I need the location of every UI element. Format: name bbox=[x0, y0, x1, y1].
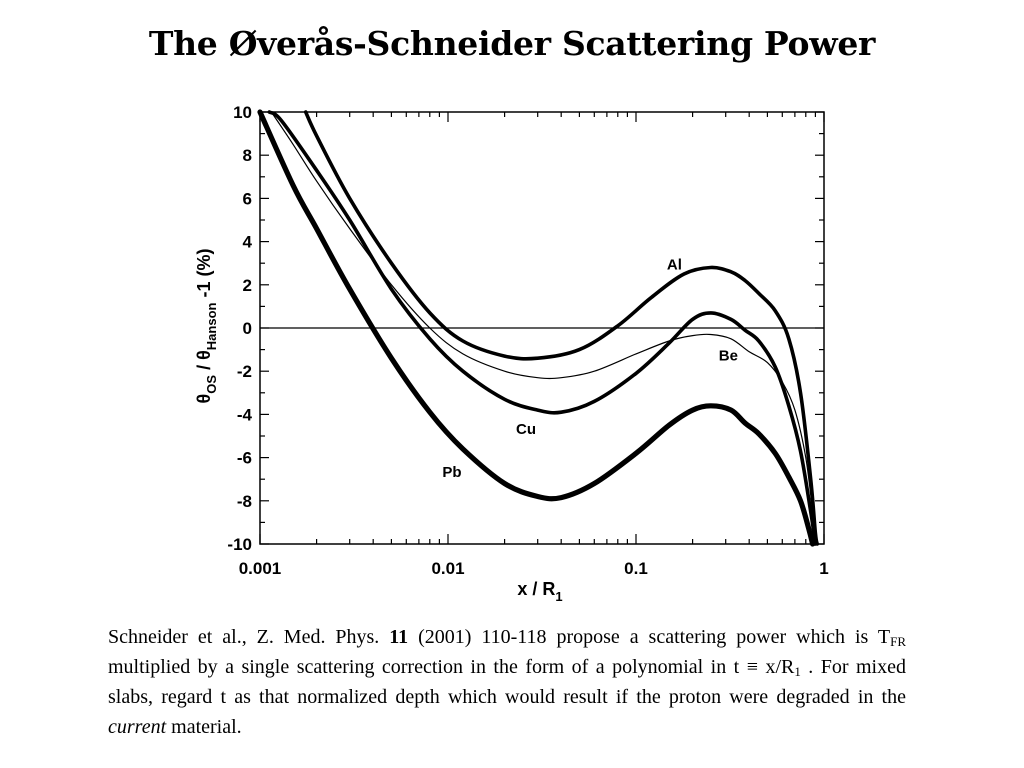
series-label-pb: Pb bbox=[442, 464, 461, 481]
chart-curves bbox=[257, 109, 819, 547]
caption-text: material. bbox=[166, 716, 242, 738]
caption-text: . For mixed slabs, regard t as that norm… bbox=[108, 656, 906, 708]
curve-al bbox=[303, 110, 819, 546]
page-title: The Øverås-Schneider Scattering Power bbox=[148, 24, 876, 63]
y-tick-label: 4 bbox=[243, 233, 253, 252]
x-tick-label: 0.1 bbox=[624, 559, 648, 578]
caption-text: Schneider et al., Z. Med. Phys. bbox=[108, 626, 390, 648]
y-tick-label: -2 bbox=[237, 362, 252, 381]
y-tick-label: 10 bbox=[233, 103, 252, 122]
y-tick-label: 0 bbox=[243, 319, 252, 338]
y-axis-label: θOS / θHanson -1 (%) bbox=[194, 249, 219, 404]
x-tick-label: 0.001 bbox=[239, 559, 282, 578]
series-label-cu: Cu bbox=[516, 421, 536, 438]
caption-volume: 11 bbox=[389, 626, 409, 648]
x-axis-label: x / R1 bbox=[517, 579, 562, 604]
caption-paragraph: Schneider et al., Z. Med. Phys. 11 (2001… bbox=[108, 622, 906, 742]
series-label-al: Al bbox=[667, 257, 682, 274]
scattering-power-chart: 10 8 6 4 2 0 -2 -4 -6 -8 -10 0.001 0.01 0.1 1 Al Be Cu P… bbox=[194, 103, 829, 604]
caption-emphasis: current bbox=[108, 716, 167, 738]
y-tick-label: -6 bbox=[237, 449, 252, 468]
x-tick-label: 1 bbox=[819, 559, 828, 578]
curve-cu bbox=[267, 110, 818, 546]
x-tick-label: 0.01 bbox=[431, 559, 464, 578]
plot-frame bbox=[259, 111, 825, 545]
curve-pb bbox=[257, 109, 816, 547]
y-tick-label: -8 bbox=[237, 492, 252, 511]
series-labels: Al Be Cu Pb bbox=[442, 257, 738, 481]
series-label-be: Be bbox=[719, 347, 738, 364]
y-tick-label: 2 bbox=[243, 276, 252, 295]
y-tick-label: 8 bbox=[243, 146, 252, 165]
y-tick-label: 6 bbox=[243, 189, 252, 208]
caption-text: (2001) 110-118 propose a scattering powe… bbox=[408, 626, 891, 648]
x-tick-labels: 0.001 0.01 0.1 1 bbox=[239, 559, 829, 578]
y-tick-label: -10 bbox=[227, 535, 252, 554]
caption-text: multiplied by a single scattering correc… bbox=[108, 656, 795, 678]
caption-subscript: 1 bbox=[794, 664, 801, 679]
y-tick-label: -4 bbox=[237, 405, 253, 424]
caption-subscript: FR bbox=[890, 634, 906, 649]
y-tick-labels: 10 8 6 4 2 0 -2 -4 -6 -8 -10 bbox=[227, 103, 252, 554]
